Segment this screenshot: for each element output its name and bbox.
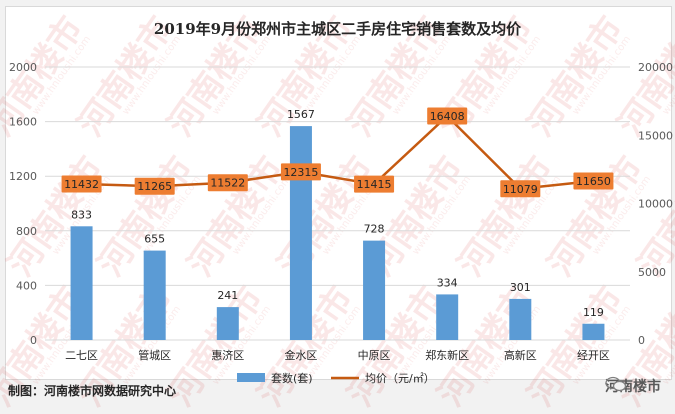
right-axis-tick-label: 5000 (638, 266, 666, 279)
bar-value-label: 1567 (287, 108, 315, 121)
left-axis-tick-label: 800 (16, 225, 37, 238)
chart-title: 2019年9月份郑州市主城区二手房住宅销售套数及均价 (153, 20, 522, 38)
line-value-label-box (354, 175, 395, 193)
bar (582, 323, 605, 340)
line-value-label: 11079 (503, 183, 538, 196)
chart-frame: 河南楼市www.hnloushi.com河南楼市www.hnloushi.com… (0, 6, 675, 414)
category-label: 中原区 (358, 349, 391, 362)
bar-value-label: 728 (364, 223, 385, 236)
left-axis-tick-label: 0 (30, 334, 37, 347)
line-value-label: 12315 (283, 166, 318, 179)
line-value-label-box (427, 107, 468, 125)
bar (509, 298, 532, 340)
legend-line-label: 均价（元/㎡） (365, 372, 435, 385)
line-value-label: 11650 (576, 175, 611, 188)
left-axis-tick-label: 1600 (9, 116, 37, 129)
legend-bar-label: 套数(套) (271, 372, 313, 385)
left-axis-tick-label: 400 (16, 279, 37, 292)
left-axis-tick-label: 2000 (9, 61, 37, 74)
line-value-label-box (280, 163, 321, 181)
bar (289, 126, 312, 341)
right-axis-tick-label: 20000 (638, 61, 673, 74)
bar-value-label: 301 (510, 281, 531, 294)
category-label: 高新区 (504, 348, 537, 362)
right-axis-tick-label: 15000 (638, 129, 673, 142)
bar-value-label: 334 (437, 276, 458, 289)
category-label: 郑东新区 (425, 348, 469, 362)
bar-value-label: 119 (583, 306, 604, 319)
line-value-label-box (61, 175, 102, 193)
category-label: 金水区 (284, 348, 317, 362)
bar-value-label: 655 (144, 233, 165, 246)
line-value-label: 11415 (357, 178, 392, 191)
line-value-label-box (500, 180, 541, 198)
chart-svg: 0400800120016002000050001000015000200008… (9, 61, 673, 385)
line-value-label-box (573, 172, 614, 190)
bar (436, 294, 459, 340)
credit-text: 制图：河南楼市网数据研究中心 (8, 384, 177, 398)
bar (363, 240, 386, 340)
category-label: 二七区 (65, 349, 98, 362)
bar (216, 307, 239, 340)
right-axis-tick-label: 10000 (638, 198, 673, 211)
line-value-label: 11522 (210, 177, 245, 190)
bar (70, 226, 93, 340)
bar-value-label: 241 (217, 289, 238, 302)
brand-mark: 河南楼市 (605, 376, 661, 396)
chart-background (5, 6, 672, 380)
wechat-icon (605, 376, 627, 392)
bar-value-label: 833 (71, 208, 92, 221)
legend-bar-swatch (237, 373, 265, 382)
line-value-label-box (207, 174, 248, 192)
line-value-label: 16408 (430, 110, 465, 123)
category-label: 经开区 (577, 349, 610, 362)
bar (143, 250, 166, 340)
line-value-label: 11265 (137, 180, 172, 193)
line-value-label-box (134, 177, 175, 195)
left-axis-tick-label: 1200 (9, 170, 37, 183)
line-value-label: 11432 (64, 178, 99, 191)
category-label: 惠济区 (211, 348, 244, 362)
right-axis-tick-label: 0 (638, 334, 645, 347)
category-label: 管城区 (138, 348, 171, 362)
